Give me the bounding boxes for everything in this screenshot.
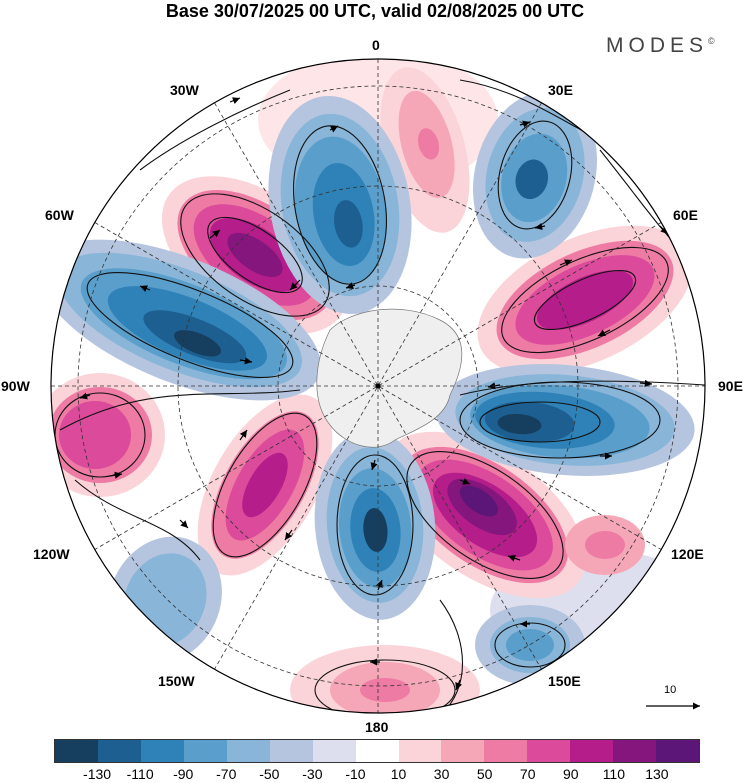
- colorbar-swatch: [226, 740, 270, 762]
- colorbar-swatch: [527, 740, 571, 762]
- colorbar-swatch: [656, 740, 700, 762]
- colorbar-swatch: [269, 740, 313, 762]
- antarctica-landmass: [316, 308, 463, 448]
- lon-label-120w: 120W: [33, 546, 70, 562]
- colorbar-tick-label: 130: [645, 766, 669, 782]
- graticule: [51, 59, 705, 713]
- colorbar-swatch: [97, 740, 141, 762]
- map-title: Base 30/07/2025 00 UTC, valid 02/08/2025…: [165, 1, 585, 21]
- lon-label-30e: 30E: [548, 82, 573, 98]
- lon-label-150w: 150W: [158, 673, 195, 689]
- colorbar-swatch: [441, 740, 485, 762]
- colorbar-tick-label: -130: [83, 766, 112, 782]
- brand-mark: ©: [708, 36, 715, 46]
- colorbar-swatch: [570, 740, 614, 762]
- negative-anomaly-s: [314, 430, 436, 620]
- lon-label-150e: 150E: [548, 673, 581, 689]
- map-border: [50, 58, 706, 714]
- colorbar-tick-label: 10: [390, 766, 407, 782]
- lon-label-60w: 60W: [45, 207, 74, 223]
- lon-label-30w: 30W: [170, 82, 199, 98]
- colorbar-tick-label: 50: [476, 766, 493, 782]
- colorbar-swatch: [355, 740, 399, 762]
- colorbar-tick-label: -10: [345, 766, 366, 782]
- anomaly-field: [51, 59, 705, 713]
- colorbar-swatch: [140, 740, 184, 762]
- colorbar-tick-label: 30: [433, 766, 450, 782]
- positive-anomaly-west: [51, 373, 165, 497]
- colorbar-swatch: [183, 740, 227, 762]
- colorbar-tick-label: 70: [519, 766, 536, 782]
- colorbar-tick-label: -50: [259, 766, 280, 782]
- lon-label-90w: 90W: [1, 378, 30, 394]
- lon-label-0: 0: [372, 37, 380, 53]
- colorbar-swatch: [398, 740, 442, 762]
- flow-arrows: [79, 97, 669, 691]
- brand-text: MODES: [606, 34, 709, 57]
- positive-anomaly-ne: [477, 225, 693, 375]
- colorbar-tick-label: -70: [216, 766, 237, 782]
- colorbar-swatch: [312, 740, 356, 762]
- lon-label-120e: 120E: [671, 546, 704, 562]
- colorbar-swatch: [55, 740, 98, 762]
- colorbar: [54, 739, 700, 763]
- positive-anomaly-se-small: [565, 515, 645, 575]
- negative-anomaly-ne: [473, 91, 597, 259]
- lon-label-90e: 90E: [718, 378, 743, 394]
- colorbar-tick-label: -110: [126, 766, 154, 782]
- lon-label-180: 180: [365, 719, 389, 735]
- brand-logo: MODES©: [606, 34, 715, 58]
- reference-vector-label: 10: [664, 684, 677, 696]
- colorbar-swatch: [613, 740, 657, 762]
- colorbar-tick-label: -90: [173, 766, 194, 782]
- colorbar-tick-label: 90: [563, 766, 579, 782]
- lon-label-60e: 60E: [673, 207, 698, 223]
- colorbar-tick-label: -30: [302, 766, 323, 782]
- positive-anomaly-sw: [197, 394, 333, 576]
- negative-anomaly-n: [268, 95, 412, 315]
- colorbar-swatch: [484, 740, 528, 762]
- positive-anomaly-se: [384, 431, 586, 599]
- colorbar-tick-label: 110: [602, 766, 626, 782]
